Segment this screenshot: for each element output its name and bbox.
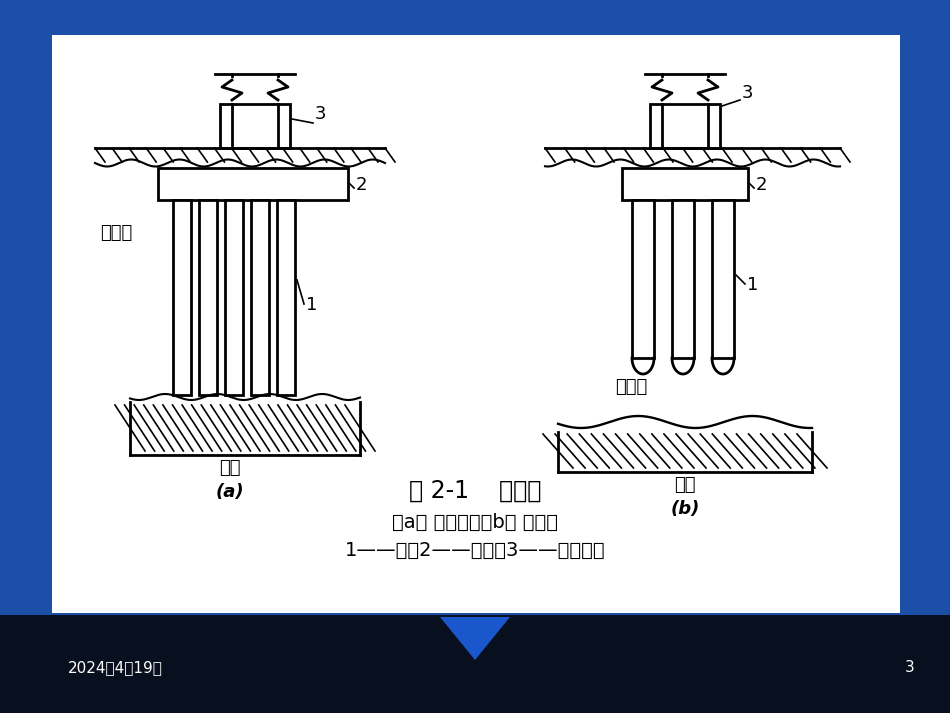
Text: 3: 3 xyxy=(905,660,915,675)
Bar xyxy=(632,200,654,358)
Text: 图 2-1    桩基础: 图 2-1 桩基础 xyxy=(408,479,542,503)
Bar xyxy=(220,104,290,148)
Text: 3: 3 xyxy=(742,84,753,102)
Bar xyxy=(232,74,278,148)
Bar xyxy=(662,74,708,148)
Bar xyxy=(712,200,734,358)
Text: 1: 1 xyxy=(747,276,758,294)
Text: 软土层: 软土层 xyxy=(615,378,647,396)
Bar xyxy=(622,168,748,200)
Bar xyxy=(558,422,812,472)
Text: (a): (a) xyxy=(216,483,244,501)
Bar xyxy=(130,397,360,455)
Bar xyxy=(251,200,269,395)
Bar xyxy=(158,168,348,200)
Text: 2: 2 xyxy=(356,176,368,194)
Text: 3: 3 xyxy=(315,105,327,123)
Bar xyxy=(650,104,720,148)
Bar xyxy=(232,74,278,148)
Text: 1: 1 xyxy=(306,296,317,314)
Text: 1——桩；2——承台；3——上部结构: 1——桩；2——承台；3——上部结构 xyxy=(345,541,605,560)
Bar xyxy=(277,200,295,395)
Polygon shape xyxy=(440,617,510,660)
Bar xyxy=(52,35,900,613)
Text: (b): (b) xyxy=(671,500,700,518)
Text: 2: 2 xyxy=(756,176,768,194)
Bar xyxy=(0,615,950,713)
Bar xyxy=(225,200,243,395)
Text: （a） 端承桩；（b） 摩擦桩: （a） 端承桩；（b） 摩擦桩 xyxy=(392,513,558,532)
Text: 硬层: 硬层 xyxy=(219,459,240,477)
Bar xyxy=(672,200,694,358)
Bar xyxy=(173,200,191,395)
Bar xyxy=(199,200,217,395)
Text: 软土层: 软土层 xyxy=(100,224,132,242)
Text: 2024年4月19日: 2024年4月19日 xyxy=(68,660,162,675)
Text: 硬层: 硬层 xyxy=(674,476,695,494)
